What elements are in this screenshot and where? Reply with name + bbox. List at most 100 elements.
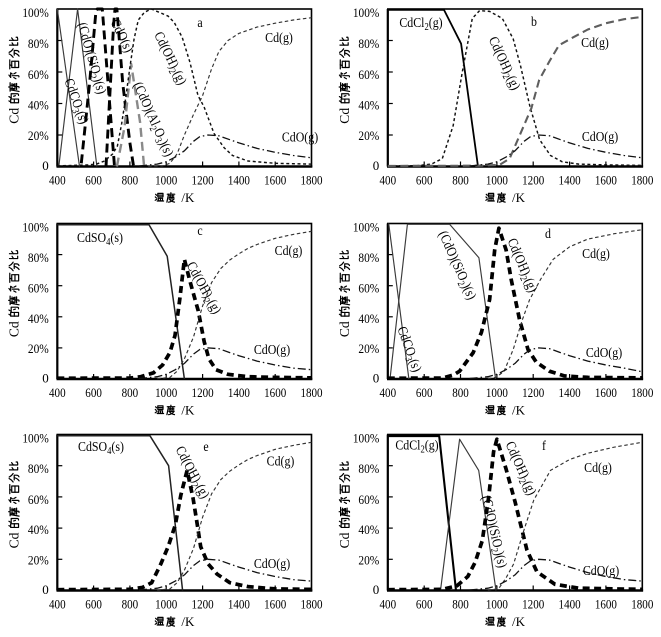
- svg-text:20%: 20%: [358, 552, 379, 567]
- svg-text:d: d: [545, 225, 551, 241]
- svg-text:800: 800: [452, 596, 469, 611]
- svg-text:Cd: Cd: [7, 108, 22, 124]
- svg-text:60%: 60%: [358, 492, 379, 507]
- svg-text:/K: /K: [181, 190, 195, 205]
- svg-text:800: 800: [452, 385, 469, 400]
- svg-text:1000: 1000: [486, 172, 508, 187]
- svg-text:/K: /K: [512, 614, 526, 629]
- svg-text:80%: 80%: [358, 250, 379, 265]
- svg-text:40%: 40%: [358, 311, 379, 326]
- svg-text:0: 0: [42, 582, 49, 597]
- svg-text:1400: 1400: [228, 172, 250, 187]
- svg-text:f: f: [542, 437, 547, 453]
- svg-text:800: 800: [452, 172, 469, 187]
- svg-text:60%: 60%: [28, 67, 49, 82]
- svg-text:100%: 100%: [22, 431, 49, 446]
- svg-text:1600: 1600: [595, 172, 617, 187]
- svg-text:80%: 80%: [358, 36, 379, 51]
- svg-text:600: 600: [85, 385, 102, 400]
- svg-text:Cd(g): Cd(g): [267, 452, 295, 468]
- svg-text:1200: 1200: [192, 596, 214, 611]
- svg-text:600: 600: [416, 172, 433, 187]
- svg-text:1400: 1400: [228, 596, 250, 611]
- svg-text:400: 400: [49, 596, 66, 611]
- svg-text:Cd: Cd: [337, 321, 352, 337]
- svg-text:60%: 60%: [358, 67, 379, 82]
- svg-text:CdO(g): CdO(g): [582, 128, 618, 144]
- svg-text:1200: 1200: [192, 385, 214, 400]
- svg-text:80%: 80%: [28, 36, 49, 51]
- svg-text:0: 0: [373, 371, 380, 386]
- svg-text:a: a: [197, 14, 202, 30]
- svg-text:400: 400: [49, 172, 66, 187]
- svg-text:40%: 40%: [28, 522, 49, 537]
- svg-text:80%: 80%: [28, 461, 49, 476]
- svg-text:1400: 1400: [559, 172, 581, 187]
- svg-text:CdO(g): CdO(g): [586, 344, 622, 360]
- svg-text:Cd(g): Cd(g): [275, 242, 303, 258]
- svg-text:b: b: [531, 13, 537, 29]
- svg-text:1400: 1400: [228, 385, 250, 400]
- svg-text:1800: 1800: [631, 596, 653, 611]
- svg-text:1000: 1000: [155, 385, 177, 400]
- svg-text:1800: 1800: [631, 385, 653, 400]
- svg-text:/K: /K: [512, 402, 526, 417]
- svg-text:1800: 1800: [631, 172, 653, 187]
- svg-text:1000: 1000: [155, 172, 177, 187]
- svg-text:c: c: [197, 222, 202, 238]
- svg-text:1800: 1800: [300, 596, 322, 611]
- svg-text:1800: 1800: [300, 172, 322, 187]
- svg-text:1200: 1200: [522, 172, 544, 187]
- svg-text:CdO(g): CdO(g): [254, 341, 290, 357]
- svg-text:80%: 80%: [358, 461, 379, 476]
- svg-text:/K: /K: [181, 402, 195, 417]
- svg-text:20%: 20%: [358, 341, 379, 356]
- svg-text:CdCl2​(g): CdCl2​(g): [395, 436, 438, 455]
- svg-text:1400: 1400: [559, 596, 581, 611]
- svg-text:0: 0: [373, 158, 380, 173]
- svg-text:100%: 100%: [22, 5, 49, 20]
- svg-text:1600: 1600: [264, 385, 286, 400]
- svg-text:1200: 1200: [192, 172, 214, 187]
- svg-text:600: 600: [416, 596, 433, 611]
- svg-text:100%: 100%: [22, 220, 49, 235]
- svg-text:1000: 1000: [155, 596, 177, 611]
- svg-text:100%: 100%: [353, 431, 380, 446]
- svg-text:100%: 100%: [353, 5, 380, 20]
- svg-text:1000: 1000: [486, 385, 508, 400]
- svg-text:Cd: Cd: [7, 321, 22, 337]
- svg-text:20%: 20%: [28, 128, 49, 143]
- svg-text:600: 600: [416, 385, 433, 400]
- svg-text:/K: /K: [181, 614, 195, 629]
- svg-text:CdO(g): CdO(g): [583, 562, 619, 578]
- svg-text:Cd: Cd: [337, 532, 352, 548]
- svg-text:1000: 1000: [486, 596, 508, 611]
- svg-text:1600: 1600: [264, 172, 286, 187]
- svg-text:40%: 40%: [28, 311, 49, 326]
- svg-text:Cd: Cd: [337, 108, 352, 124]
- svg-text:Cd(g): Cd(g): [265, 29, 293, 45]
- svg-text:800: 800: [122, 596, 139, 611]
- svg-text:80%: 80%: [28, 250, 49, 265]
- svg-text:CdCl2​(g): CdCl2​(g): [399, 14, 442, 33]
- svg-text:1600: 1600: [595, 385, 617, 400]
- svg-text:1600: 1600: [595, 596, 617, 611]
- svg-text:0: 0: [42, 371, 49, 386]
- svg-text:60%: 60%: [358, 281, 379, 296]
- svg-text:40%: 40%: [358, 98, 379, 113]
- svg-text:400: 400: [380, 172, 397, 187]
- svg-text:0: 0: [42, 158, 49, 173]
- svg-text:CdSO4​(s): CdSO4​(s): [78, 438, 124, 457]
- svg-text:600: 600: [85, 172, 102, 187]
- svg-text:1600: 1600: [264, 596, 286, 611]
- svg-text:20%: 20%: [358, 128, 379, 143]
- svg-text:0: 0: [373, 582, 380, 597]
- svg-text:Cd(g): Cd(g): [584, 459, 612, 475]
- svg-text:1200: 1200: [522, 596, 544, 611]
- svg-text:e: e: [203, 438, 208, 454]
- svg-text:20%: 20%: [28, 552, 49, 567]
- svg-text:1200: 1200: [522, 385, 544, 400]
- svg-text:1400: 1400: [559, 385, 581, 400]
- svg-text:/K: /K: [512, 190, 526, 205]
- svg-text:Cd(g): Cd(g): [582, 245, 610, 261]
